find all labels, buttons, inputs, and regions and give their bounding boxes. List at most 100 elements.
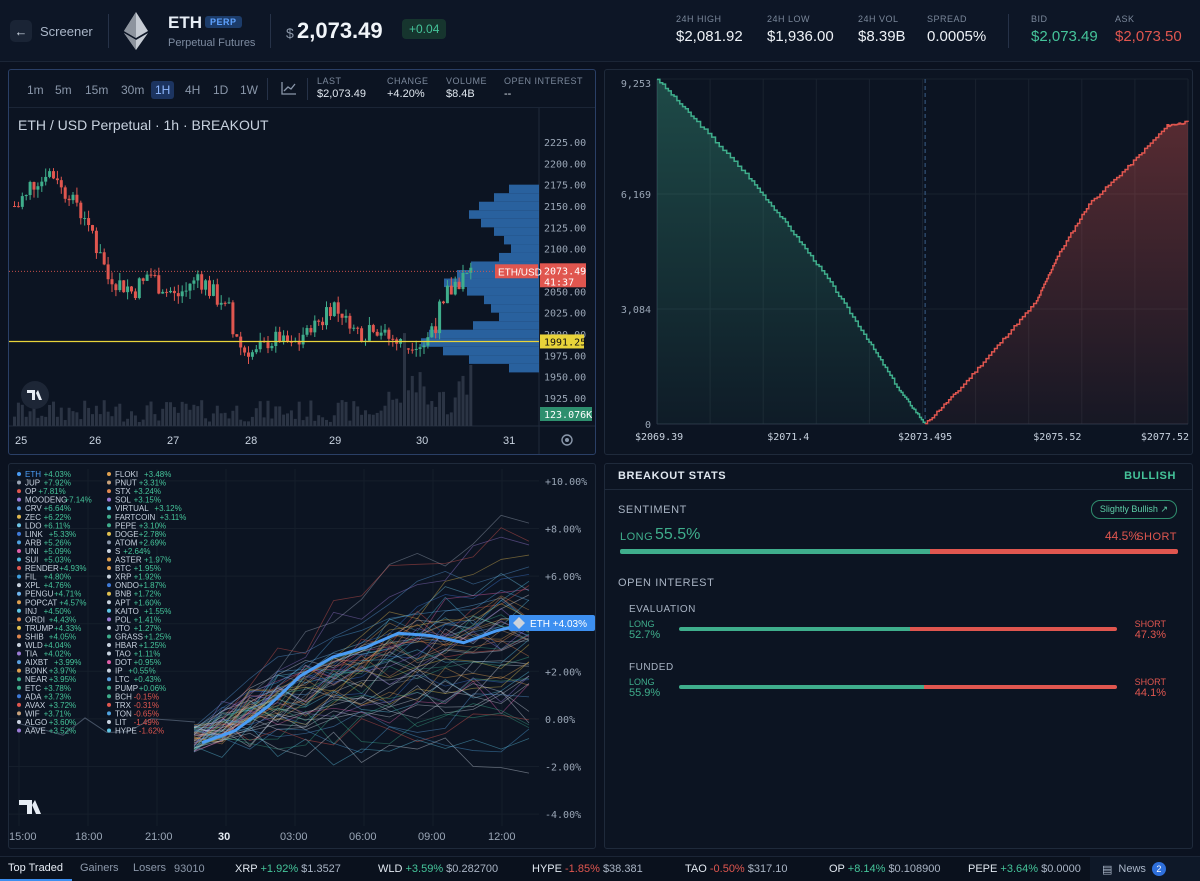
ticker-tab-losers[interactable]: Losers	[133, 862, 167, 874]
timeframe-4h[interactable]: 4H	[185, 83, 201, 97]
legend-item-algo[interactable]: ALGO +3.60%	[17, 718, 76, 727]
legend-item-pump[interactable]: PUMP +0.06%	[107, 684, 166, 693]
timeframe-30m[interactable]: 30m	[121, 83, 145, 97]
relative-performance-chart[interactable]: +10.00%+8.00%+6.00%+4.00%+2.00%0.00%-2.0…	[9, 464, 595, 848]
legend-item-popcat[interactable]: POPCAT +4.57%	[17, 598, 87, 607]
ticker-item-pepe[interactable]: PEPE +3.64% $0.0000	[968, 863, 1081, 875]
timeframe-1m[interactable]: 1m	[27, 83, 44, 97]
timeframe-5m[interactable]: 5m	[55, 83, 72, 97]
legend-item-aster[interactable]: ASTER +1.97%	[107, 556, 171, 565]
legend-item-render[interactable]: RENDER +4.93%	[17, 564, 87, 573]
legend-item-inj[interactable]: INJ +4.50%	[17, 607, 71, 616]
perf-line-ondo	[193, 673, 530, 732]
chart-settings-icon[interactable]	[561, 434, 573, 446]
legend-item-trx[interactable]: TRX -0.31%	[107, 701, 159, 710]
legend-item-jup[interactable]: JUP +7.92%	[17, 479, 71, 488]
timeframe-1h[interactable]: 1H	[151, 81, 175, 99]
volume-profile-bar	[499, 312, 539, 322]
legend-item-ldo[interactable]: LDO +6.11%	[17, 521, 70, 530]
stat-label: ASK	[1115, 14, 1135, 24]
legend-item-pepe[interactable]: PEPE +3.10%	[107, 521, 166, 530]
legend-item-fartcoin[interactable]: FARTCOIN +3.11%	[107, 513, 186, 522]
legend-item-wld[interactable]: WLD +4.04%	[17, 641, 71, 650]
sentiment-badge[interactable]: Slightly Bullish ↗	[1090, 500, 1177, 519]
legend-item-dot[interactable]: DOT +0.95%	[107, 658, 161, 667]
legend-item-arb[interactable]: ARB +5.26%	[17, 538, 71, 547]
ticker-item-op[interactable]: OP +8.14% $0.108900	[829, 863, 940, 875]
legend-item-s[interactable]: S +2.64%	[107, 547, 151, 556]
legend-item-bonk[interactable]: BONK +3.97%	[17, 667, 76, 676]
legend-item-hbar[interactable]: HBAR +1.25%	[107, 641, 166, 650]
ticker-tab-top-traded[interactable]: Top Traded	[8, 862, 64, 874]
ticker-item-hype[interactable]: HYPE -1.85% $38.381	[532, 863, 643, 875]
legend-item-jto[interactable]: JTO +1.27%	[107, 624, 161, 633]
legend-item-tia[interactable]: TIA +4.02%	[17, 650, 71, 659]
legend-item-op[interactable]: OP +7.81%	[17, 487, 66, 496]
legend-item-floki[interactable]: FLOKI +3.48%	[107, 470, 171, 479]
legend-item-xpl[interactable]: XPL +4.76%	[17, 581, 71, 590]
timeframe-15m[interactable]: 15m	[85, 83, 109, 97]
indicator-chart-icon[interactable]	[281, 81, 299, 97]
legend-item-near[interactable]: NEAR +3.95%	[17, 675, 76, 684]
legend-item-doge[interactable]: DOGE +2.78%	[107, 530, 166, 539]
legend-item-ondo[interactable]: ONDO +1.87%	[107, 581, 166, 590]
legend-item-ada[interactable]: ADA +3.73%	[17, 692, 71, 701]
ticker-item-tao[interactable]: TAO -0.50% $317.10	[685, 863, 788, 875]
timeframe-1w[interactable]: 1W	[240, 83, 258, 97]
back-to-screener-button[interactable]: ← Screener	[10, 18, 100, 44]
volume-bar	[176, 412, 180, 426]
legend-item-ltc[interactable]: LTC +0.43%	[107, 675, 161, 684]
legend-item-trump[interactable]: TRUMP +4.33%	[17, 624, 81, 633]
legend-item-sol[interactable]: SOL +3.15%	[107, 496, 161, 505]
legend-item-fil[interactable]: FIL +4.80%	[17, 573, 71, 582]
legend-item-hype[interactable]: HYPE -1.62%	[107, 727, 164, 736]
legend-item-virtual[interactable]: VIRTUAL +3.12%	[107, 504, 182, 513]
legend-item-pol[interactable]: POL +1.41%	[107, 615, 161, 624]
legend-item-ip[interactable]: IP +0.55%	[107, 667, 156, 676]
header-bar: ← Screener ETH PERP Perpetual Futures $ …	[0, 0, 1200, 62]
legend-item-apt[interactable]: APT +1.60%	[107, 598, 161, 607]
legend-item-uni[interactable]: UNI +5.09%	[17, 547, 71, 556]
sentiment-label: SENTIMENT	[618, 504, 687, 516]
legend-item-moodeng[interactable]: MOODENG+7.14%	[17, 496, 92, 505]
volume-bar	[91, 414, 94, 426]
legend-item-pnut[interactable]: PNUT +3.31%	[107, 479, 166, 488]
legend-item-pengu[interactable]: PENGU +4.71%	[17, 590, 81, 599]
legend-item-zec[interactable]: ZEC +6.22%	[17, 513, 71, 522]
legend-item-atom[interactable]: ATOM +2.69%	[107, 538, 166, 547]
legend-item-sui[interactable]: SUI +5.03%	[17, 556, 71, 565]
legend-item-link[interactable]: LINK +5.33%	[17, 530, 76, 539]
news-button[interactable]: ▤ News 2	[1090, 857, 1200, 881]
candlestick-chart[interactable]: 2225.00 2200.00 2175.00 2150.00 2125.00 2100.…	[9, 108, 595, 454]
legend-item-tao[interactable]: TAO +1.11%	[107, 650, 160, 659]
legend-item-eth[interactable]: ETH +4.03%	[17, 470, 71, 479]
legend-item-aave[interactable]: AAVE +3.52%	[17, 727, 76, 736]
ticker-item-wld[interactable]: WLD +3.59% $0.282700	[378, 863, 498, 875]
candle	[20, 192, 24, 210]
volume-bar	[71, 411, 75, 426]
legend-item-aixbt[interactable]: AIXBT +3.99%	[17, 658, 81, 667]
timeframe-1d[interactable]: 1D	[213, 83, 229, 97]
legend-item-kaito[interactable]: KAITO +1.55%	[107, 607, 171, 616]
ticker-item-xrp[interactable]: XRP +1.92% $1.3527	[235, 863, 341, 875]
legend-item-lit[interactable]: LIT -1.49%	[107, 718, 159, 727]
legend-item-xrp[interactable]: XRP +1.92%	[107, 573, 161, 582]
ticker-change: +3.64%	[1000, 863, 1042, 875]
legend-item-ton[interactable]: TON -0.65%	[107, 709, 159, 718]
legend-item-avax[interactable]: AVAX +3.72%	[17, 701, 76, 710]
legend-item-wif[interactable]: WIF +3.71%	[17, 709, 71, 718]
depth-chart[interactable]: 9,253 6,169 3,084 0$2069.39 $2071.4 $2073.495…	[605, 70, 1192, 454]
legend-item-crv[interactable]: CRV +6.64%	[17, 504, 71, 513]
legend-item-btc[interactable]: BTC +1.95%	[107, 564, 161, 573]
legend-symbol: ETH	[25, 470, 41, 479]
legend-item-etc[interactable]: ETC +3.78%	[17, 684, 71, 693]
legend-item-bch[interactable]: BCH -0.15%	[107, 692, 159, 701]
legend-symbol: XRP	[115, 573, 131, 582]
legend-item-ordi[interactable]: ORDI +4.43%	[17, 615, 76, 624]
volume-bar	[184, 403, 188, 426]
legend-item-bnb[interactable]: BNB +1.72%	[107, 590, 161, 599]
legend-item-shib[interactable]: SHIB +4.05%	[17, 632, 76, 641]
legend-item-stx[interactable]: STX +3.24%	[107, 487, 161, 496]
legend-item-grass[interactable]: GRASS +1.25%	[107, 632, 171, 641]
ticker-tab-gainers[interactable]: Gainers	[80, 862, 119, 874]
